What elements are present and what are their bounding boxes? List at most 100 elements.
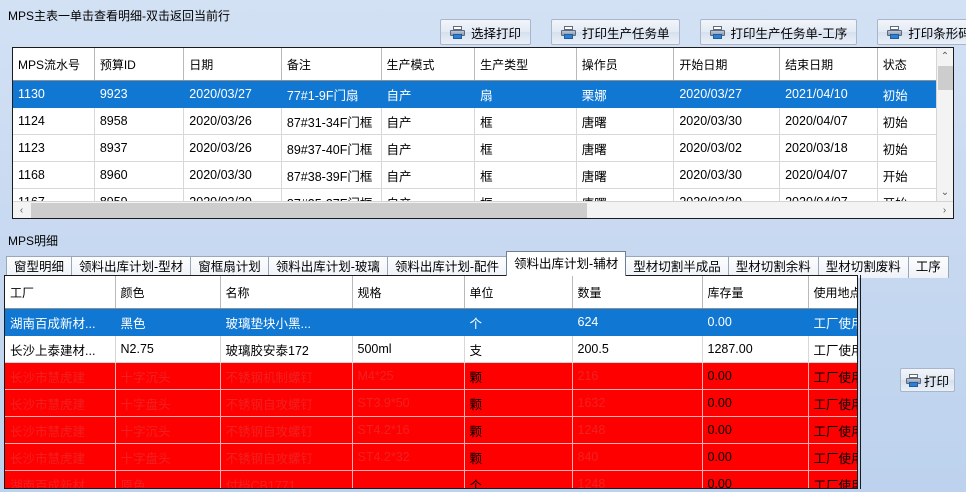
detail-row[interactable]: 长沙上泰建材... N2.75 玻璃胶安泰172 500ml 支 200.5 1287.00… [5,335,857,363]
cell-0[interactable]: 湖南百成新材... [5,470,116,488]
tab-5[interactable]: 领料出库计划-辅材 [506,251,627,276]
cell-6[interactable]: 唐曙 [576,134,675,162]
cell-4[interactable]: 自产 [381,80,476,108]
cell-5[interactable]: 框 [474,134,577,162]
mps-main-row[interactable]: 1130 9923 2020/03/27 77#1-9F门扇 自产扇栗娜 2020/03/… [13,80,953,108]
print-production-task-process-button[interactable]: 打印生产任务单-工序 [699,19,858,45]
cell-6[interactable]: 0.00 [702,416,809,444]
cell-7[interactable]: 工厂使用 [808,443,857,471]
cell-6[interactable]: 栗娜 [576,80,675,108]
cell-1[interactable]: 8960 [94,161,185,189]
cell-0[interactable]: 1168 [13,161,95,189]
cell-1[interactable]: 十字沉头 [115,362,221,390]
cell-6[interactable]: 1287.00 [702,335,809,363]
cell-2[interactable]: 玻璃垫块小黑... [220,308,353,336]
cell-6[interactable]: 0.00 [702,308,809,336]
vertical-scroll-thumb[interactable] [938,66,953,90]
cell-3[interactable]: 500ml [352,335,465,363]
cell-7[interactable]: 2020/03/30 [673,161,781,189]
cell-6[interactable]: 唐曙 [576,161,675,189]
cell-6[interactable]: 唐曙 [576,107,675,135]
cell-7[interactable]: 工厂使用 [808,389,857,417]
cell-4[interactable]: 颗 [464,362,573,390]
scroll-right-icon[interactable]: › [942,204,947,216]
cell-1[interactable]: 十字盘头 [115,443,221,471]
column-header-3[interactable]: 规格 [352,276,465,309]
cell-4[interactable]: 支 [464,335,573,363]
cell-4[interactable]: 自产 [381,107,476,135]
cell-3[interactable]: 87#38-39F门框 [281,161,382,189]
cell-2[interactable]: 2020/03/26 [183,134,282,162]
cell-1[interactable]: 8937 [94,134,185,162]
cell-1[interactable]: N2.75 [115,335,221,363]
cell-2[interactable]: 付档CB1771 [220,470,353,488]
cell-5[interactable]: 1248 [572,416,703,444]
column-header-1[interactable]: 预算ID [94,48,185,81]
column-header-4[interactable]: 单位 [464,276,573,309]
vertical-scrollbar[interactable]: ⌃ ⌄ [936,48,953,201]
cell-4[interactable]: 个 [464,470,573,488]
mps-main-grid[interactable]: MPS流水号 预算ID 日期 备注 生产模式 生产类型 操作员 开始日期 结束日期 状态 1130… [12,47,954,219]
mps-main-row[interactable]: 1168 8960 2020/03/30 87#38-39F门框 自产框唐曙 2020/0… [13,161,953,189]
cell-3[interactable]: ST4.2*16 [352,416,465,444]
cell-7[interactable]: 工厂使用 [808,470,857,488]
cell-5[interactable]: 624 [572,308,703,336]
cell-7[interactable]: 工厂使用 [808,416,857,444]
column-header-1[interactable]: 颜色 [115,276,221,309]
column-header-5[interactable]: 数量 [572,276,703,309]
cell-3[interactable]: 77#1-9F门扇 [281,80,382,108]
cell-0[interactable]: 1123 [13,134,95,162]
tab-3[interactable]: 领料出库计划-玻璃 [267,256,388,278]
cell-5[interactable]: 框 [474,107,577,135]
column-header-4[interactable]: 生产模式 [381,48,476,81]
cell-2[interactable]: 2020/03/26 [183,107,282,135]
cell-1[interactable]: 8958 [94,107,185,135]
column-header-7[interactable]: 开始日期 [673,48,781,81]
cell-7[interactable]: 工厂使用 [808,362,857,390]
cell-3[interactable] [352,470,465,488]
column-header-8[interactable]: 结束日期 [779,48,878,81]
cell-0[interactable]: 长沙市慧虎建 [5,443,116,471]
cell-0[interactable]: 长沙市慧虎建 [5,416,116,444]
cell-4[interactable]: 个 [464,308,573,336]
cell-8[interactable]: 2021/04/10 [779,80,878,108]
cell-8[interactable]: 2020/04/07 [779,107,878,135]
cell-4[interactable]: 自产 [381,134,476,162]
cell-6[interactable]: 0.00 [702,443,809,471]
column-header-2[interactable]: 名称 [220,276,353,309]
mps-main-row[interactable]: 1124 8958 2020/03/26 87#31-34F门框 自产框唐曙 2020/0… [13,107,953,135]
cell-1[interactable]: 原色 [115,470,221,488]
horizontal-scroll-thumb[interactable] [31,203,587,218]
cell-1[interactable]: 9923 [94,80,185,108]
cell-0[interactable]: 湖南百成新材... [5,308,116,336]
detail-grid-panel[interactable]: 工厂 颜色 名称 规格 单位 数量 库存量 使用地点 湖南百成新材... 黑色 玻璃垫块小黑...… [4,275,858,489]
column-header-3[interactable]: 备注 [281,48,382,81]
tab-8[interactable]: 型材切割废料 [817,256,909,278]
cell-6[interactable]: 0.00 [702,470,809,488]
cell-0[interactable]: 长沙市慧虎建 [5,389,116,417]
column-header-7[interactable]: 使用地点 [808,276,857,309]
column-header-5[interactable]: 生产类型 [474,48,577,81]
cell-5[interactable]: 216 [572,362,703,390]
cell-5[interactable]: 840 [572,443,703,471]
cell-4[interactable]: 颗 [464,416,573,444]
cell-5[interactable]: 1248 [572,470,703,488]
horizontal-scrollbar[interactable]: ‹ › [13,201,953,218]
cell-7[interactable]: 2020/03/02 [673,134,781,162]
tab-9[interactable]: 工序 [907,256,949,278]
print-barcode-button[interactable]: 打印条形码 [877,19,966,45]
detail-print-button[interactable]: 打印 [900,368,956,392]
column-header-6[interactable]: 库存量 [702,276,809,309]
column-header-2[interactable]: 日期 [183,48,282,81]
cell-7[interactable]: 2020/03/30 [673,107,781,135]
scroll-up-icon[interactable]: ⌃ [940,51,950,62]
cell-7[interactable]: 工厂使用 [808,335,857,363]
cell-1[interactable]: 黑色 [115,308,221,336]
cell-2[interactable]: 不锈钢自攻螺钉 [220,416,353,444]
cell-2[interactable]: 不锈钢自攻螺钉 [220,443,353,471]
cell-3[interactable]: ST4.2*32 [352,443,465,471]
